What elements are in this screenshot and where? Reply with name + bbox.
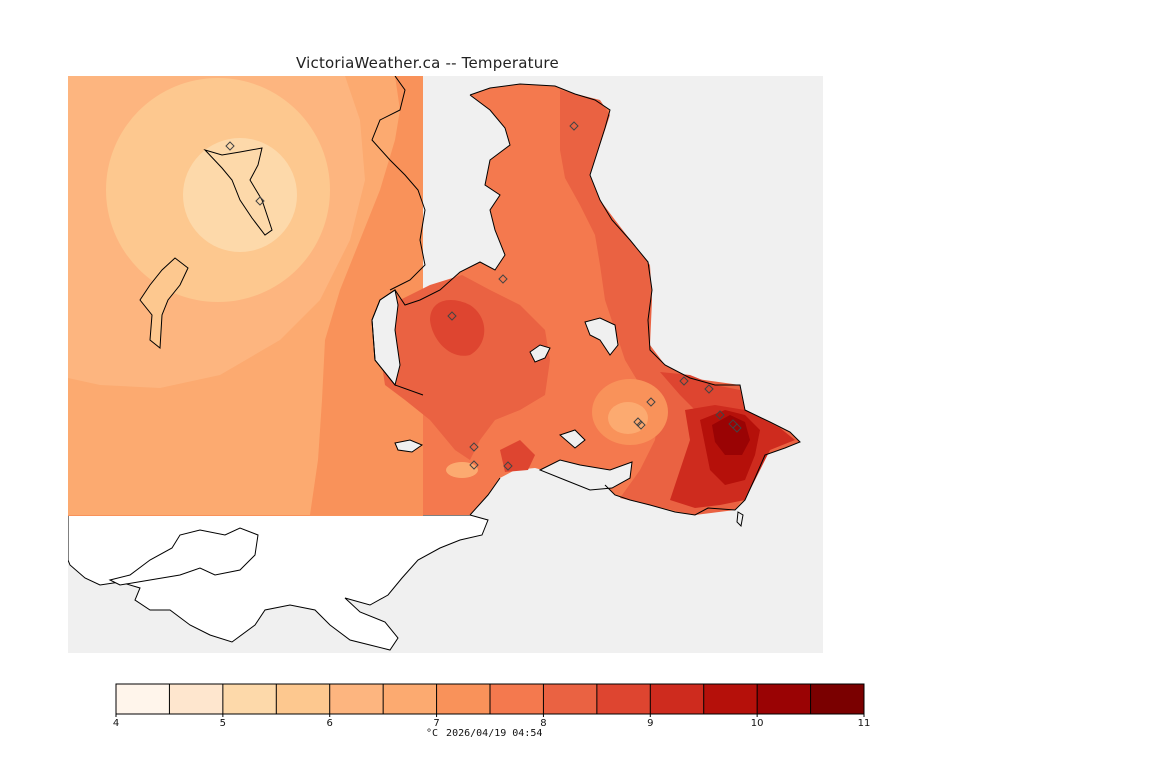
island-outline: [108, 527, 259, 586]
colorbar-cell: [490, 684, 544, 714]
island-west: [139, 257, 189, 349]
island-long: [203, 147, 273, 236]
colorbar-tick-label: 11: [858, 718, 871, 729]
colorbar-cell: [810, 684, 865, 714]
colorbar-cell: [116, 684, 170, 714]
colorbar-cell: [222, 684, 277, 714]
colorbar-cell: [596, 684, 651, 714]
lake: [394, 439, 424, 453]
islet: [736, 511, 744, 528]
station-markers: [225, 121, 742, 471]
colorbar-cell: [543, 684, 598, 714]
colorbar-cell: [276, 684, 331, 714]
colorbar-cell: [436, 684, 491, 714]
inlet: [559, 429, 586, 449]
colorbar-cell: [329, 684, 384, 714]
colorbar-tick-label: 8: [540, 718, 546, 729]
colorbar-cell: [650, 684, 705, 714]
map-title: VictoriaWeather.ca -- Temperature: [296, 54, 559, 72]
lake: [529, 344, 551, 363]
colorbar-tick-label: 5: [220, 718, 226, 729]
colorbar-cell: [703, 684, 758, 714]
colorbar-cell: [169, 684, 224, 714]
colorbar-tick-label: 4: [113, 718, 119, 729]
colorbar-cell: [757, 684, 812, 714]
coastline-west: [371, 76, 426, 291]
colorbar-caption: °C 2026/04/19 04:54: [426, 728, 550, 739]
colorbar-tick-label: 6: [327, 718, 333, 729]
colorbar-tick-label: 9: [647, 718, 653, 729]
unit-label: °C: [426, 728, 439, 739]
colorbar-tick-label: 7: [433, 718, 439, 729]
colorbar-cell: [383, 684, 438, 714]
datetime-label: 2026/04/19 04:54: [446, 728, 543, 739]
inlet: [538, 459, 633, 491]
lake: [584, 317, 619, 356]
colorbar-tick-label: 10: [751, 718, 764, 729]
coastline-east: [371, 83, 801, 516]
